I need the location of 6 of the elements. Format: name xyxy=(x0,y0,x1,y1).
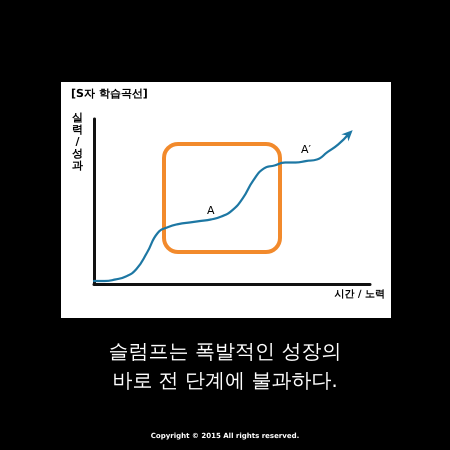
text: 슬럼프는 폭발적인 성장의 바로 전 단계에 불과하다. xyxy=(108,338,342,394)
x-axis-title: 시간 / 노력 xyxy=(334,288,385,301)
annotation: A xyxy=(207,204,215,217)
y-axis-title: 실력 / 성과 xyxy=(71,111,84,172)
chart-title: [S자 학습곡선] xyxy=(71,86,148,101)
annotation: A′ xyxy=(301,143,312,156)
